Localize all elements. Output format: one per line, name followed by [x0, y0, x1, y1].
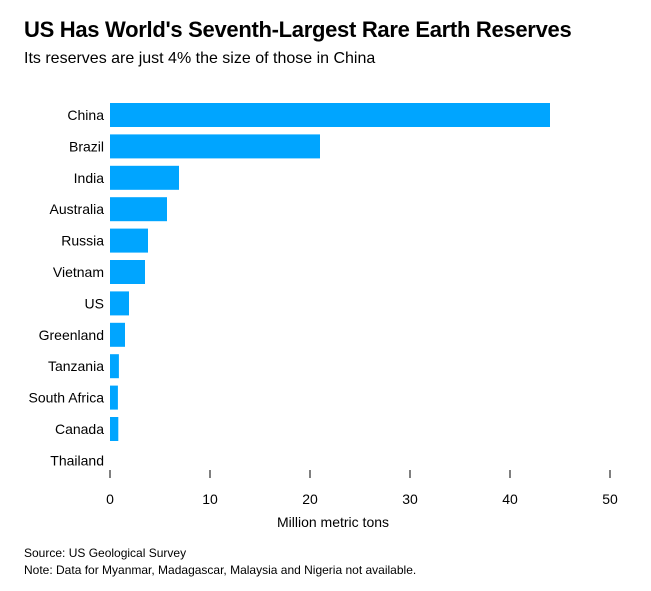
chart-subtitle: Its reserves are just 4% the size of tho…: [24, 50, 376, 67]
x-axis-label: Million metric tons: [277, 514, 389, 530]
x-tick-label: 0: [106, 491, 114, 507]
data-note: Note: Data for Myanmar, Madagascar, Mala…: [24, 563, 417, 577]
category-label: Canada: [55, 421, 104, 437]
bar-chart: China Brazil India Australia Russia Vietnam US…: [29, 103, 618, 530]
category-label: Vietnam: [53, 264, 104, 280]
x-axis: 0 10 20 30 40 50: [106, 470, 618, 507]
bar: [110, 228, 148, 253]
category-label: Russia: [61, 233, 104, 249]
chart-title: US Has World's Seventh-Largest Rare Eart…: [24, 17, 572, 42]
category-label: China: [67, 107, 104, 123]
x-tick-label: 10: [202, 491, 218, 507]
bar: [110, 197, 167, 222]
x-tick-label: 50: [602, 491, 618, 507]
category-label: South Africa: [29, 390, 105, 406]
bar: [110, 322, 125, 347]
category-label: US: [85, 295, 104, 311]
bar: [110, 385, 118, 410]
bar: [110, 165, 179, 190]
bar: [110, 291, 129, 316]
x-tick-label: 40: [502, 491, 518, 507]
bar: [110, 134, 320, 159]
category-labels: China Brazil India Australia Russia Vietnam US…: [29, 107, 105, 468]
category-label: Brazil: [69, 138, 104, 154]
x-tick-label: 30: [402, 491, 418, 507]
bar: [110, 417, 119, 441]
source-note: Source: US Geological Survey: [24, 546, 187, 560]
x-tick-label: 20: [302, 491, 318, 507]
bars: [110, 103, 550, 441]
category-label: Greenland: [39, 327, 104, 343]
bar: [110, 260, 145, 284]
category-label: Tanzania: [48, 358, 104, 374]
bar: [110, 354, 119, 379]
bar: [110, 103, 550, 127]
category-label: Thailand: [50, 452, 104, 468]
category-label: India: [74, 170, 105, 186]
category-label: Australia: [50, 201, 105, 217]
